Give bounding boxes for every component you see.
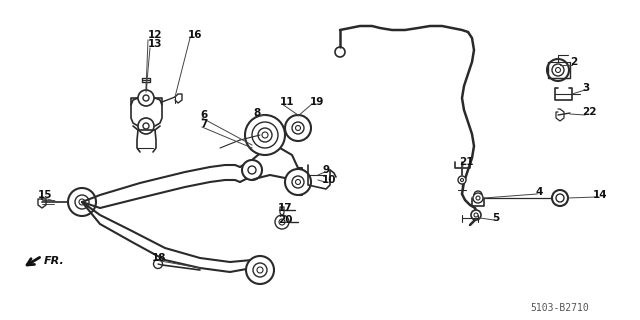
Circle shape: [547, 59, 569, 81]
Circle shape: [246, 256, 274, 284]
Text: 10: 10: [322, 175, 337, 185]
Circle shape: [556, 68, 561, 73]
Text: 14: 14: [593, 190, 607, 200]
Circle shape: [75, 195, 89, 209]
Circle shape: [285, 115, 311, 141]
Circle shape: [285, 169, 311, 195]
Circle shape: [154, 260, 163, 268]
Circle shape: [242, 160, 262, 180]
Circle shape: [138, 90, 154, 106]
Text: 4: 4: [535, 187, 542, 197]
Circle shape: [461, 179, 463, 181]
Text: 13: 13: [148, 39, 163, 49]
Circle shape: [252, 122, 278, 148]
Text: 2: 2: [570, 57, 577, 67]
Circle shape: [143, 123, 149, 129]
Circle shape: [138, 118, 154, 134]
Circle shape: [275, 215, 289, 229]
Circle shape: [473, 193, 483, 203]
Circle shape: [257, 267, 263, 273]
Circle shape: [258, 128, 272, 142]
Circle shape: [143, 95, 149, 101]
Text: 15: 15: [38, 190, 52, 200]
Circle shape: [556, 194, 564, 202]
Circle shape: [292, 176, 304, 188]
Circle shape: [248, 166, 256, 174]
Circle shape: [79, 199, 85, 205]
Circle shape: [253, 263, 267, 277]
Text: 6: 6: [200, 110, 207, 120]
Text: FR.: FR.: [44, 256, 65, 266]
Circle shape: [552, 190, 568, 206]
Text: 12: 12: [148, 30, 163, 40]
Text: 20: 20: [278, 215, 292, 225]
Circle shape: [474, 213, 478, 217]
Circle shape: [279, 219, 285, 225]
Circle shape: [471, 210, 481, 220]
Text: 8: 8: [253, 108, 260, 118]
Circle shape: [552, 64, 564, 76]
Text: 3: 3: [582, 83, 589, 93]
Circle shape: [296, 125, 301, 131]
Circle shape: [68, 188, 96, 216]
Text: 17: 17: [278, 203, 292, 213]
Text: 16: 16: [188, 30, 202, 40]
Text: 22: 22: [582, 107, 596, 117]
Circle shape: [262, 132, 268, 138]
Circle shape: [335, 47, 345, 57]
Text: 5103-B2710: 5103-B2710: [530, 303, 589, 313]
Circle shape: [458, 176, 466, 184]
Circle shape: [245, 115, 285, 155]
Circle shape: [474, 191, 482, 199]
Text: 19: 19: [310, 97, 324, 107]
Circle shape: [296, 180, 301, 185]
Circle shape: [292, 122, 304, 134]
Text: 7: 7: [200, 119, 207, 129]
Text: 11: 11: [280, 97, 294, 107]
Text: 9: 9: [322, 165, 329, 175]
Text: 5: 5: [492, 213, 499, 223]
Circle shape: [477, 194, 479, 196]
Circle shape: [476, 196, 480, 200]
Text: 21: 21: [459, 157, 474, 167]
Text: 18: 18: [152, 253, 166, 263]
